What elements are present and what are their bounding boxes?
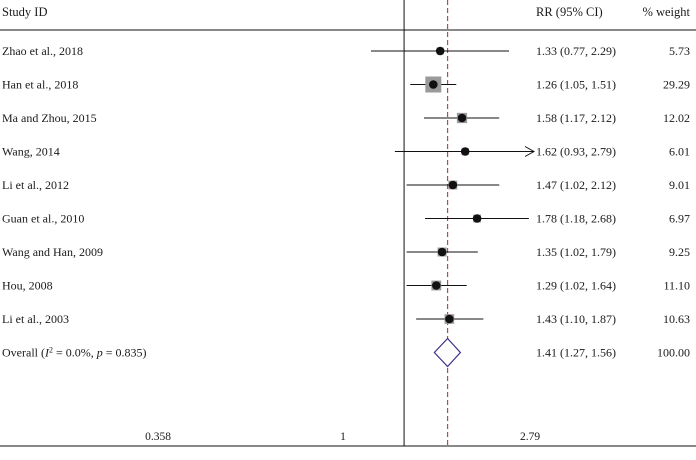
weight-value: 6.01 — [669, 145, 690, 159]
rr-ci-value: 1.62 (0.93, 2.79) — [536, 145, 616, 159]
rr-ci-value: 1.43 (1.10, 1.87) — [536, 312, 616, 326]
x-axis-ticks: 0.358 1 2.79 — [145, 431, 540, 443]
study-label: Ma and Zhou, 2015 — [2, 111, 97, 125]
study-row: Ma and Zhou, 2015 1.58 (1.17, 2.12) 12.02 — [2, 111, 690, 125]
point-estimate — [460, 147, 470, 156]
header-rr-ci: RR (95% CI) — [536, 5, 603, 19]
plot-frame — [0, 0, 696, 447]
study-label: Guan et al., 2010 — [2, 212, 84, 226]
overall-label-prefix: Overall ( — [2, 346, 45, 360]
overall-rr-ci: 1.41 (1.27, 1.56) — [536, 346, 616, 360]
x-tick-label: 1 — [340, 431, 346, 443]
study-label: Wang and Han, 2009 — [2, 245, 103, 259]
study-row: Li et al., 2012 1.47 (1.02, 2.12) 9.01 — [2, 178, 690, 192]
overall-diamond — [433, 337, 462, 368]
weight-value: 9.01 — [669, 178, 690, 192]
rr-ci-value: 1.33 (0.77, 2.29) — [536, 44, 616, 58]
study-rows: Zhao et al., 2018 1.33 (0.77, 2.29) 5.73 Ha… — [2, 44, 690, 326]
weight-value: 9.25 — [669, 245, 690, 259]
weight-value: 12.02 — [663, 111, 690, 125]
study-label: Li et al., 2003 — [2, 312, 69, 326]
point-estimate — [429, 80, 438, 89]
x-tick-label: 0.358 — [145, 431, 171, 443]
point-estimate — [445, 314, 454, 324]
study-label: Hou, 2008 — [2, 279, 53, 293]
study-row: Zhao et al., 2018 1.33 (0.77, 2.29) 5.73 — [2, 44, 690, 58]
rr-ci-value: 1.58 (1.17, 2.12) — [536, 111, 616, 125]
header-study-id: Study ID — [2, 5, 48, 19]
p-value: = 0.835) — [103, 346, 147, 360]
overall-label: Overall (I2 = 0.0%, p = 0.835) — [2, 345, 147, 360]
study-row: Li et al., 2003 1.43 (1.10, 1.87) 10.63 — [2, 312, 690, 326]
i2-value: = 0.0%, — [53, 346, 97, 360]
study-label: Zhao et al., 2018 — [2, 44, 83, 58]
study-label: Li et al., 2012 — [2, 178, 69, 192]
rr-ci-value: 1.26 (1.05, 1.51) — [536, 78, 616, 92]
i2-symbol: I — [44, 346, 50, 360]
x-tick-label: 2.79 — [520, 431, 540, 443]
study-row: Wang and Han, 2009 1.35 (1.02, 1.79) 9.25 — [2, 245, 690, 259]
point-estimate — [432, 281, 441, 290]
weight-value: 10.63 — [663, 312, 690, 326]
weight-value: 5.73 — [669, 44, 690, 58]
column-headers: Study ID RR (95% CI) % weight — [2, 5, 691, 19]
study-label: Han et al., 2018 — [2, 78, 78, 92]
i2-superscript: 2 — [49, 345, 53, 354]
study-row: Han et al., 2018 1.26 (1.05, 1.51) 29.29 — [2, 76, 690, 93]
ci-arrow — [524, 146, 536, 157]
rr-ci-value: 1.29 (1.02, 1.64) — [536, 279, 616, 293]
weight-value: 6.97 — [669, 212, 690, 226]
rr-ci-value: 1.35 (1.02, 1.79) — [536, 245, 616, 259]
study-row: Wang, 2014 1.62 (0.93, 2.79) 6.01 — [2, 145, 690, 159]
point-estimate — [437, 247, 447, 257]
point-estimate — [457, 113, 467, 123]
header-weight: % weight — [642, 5, 690, 19]
study-row: Hou, 2008 1.29 (1.02, 1.64) 11.10 — [2, 279, 690, 293]
point-estimate — [472, 214, 482, 223]
point-estimate — [448, 180, 458, 190]
point-estimate — [435, 46, 445, 56]
rr-ci-value: 1.47 (1.02, 2.12) — [536, 178, 616, 192]
weight-value: 29.29 — [663, 78, 690, 92]
overall-row: Overall (I2 = 0.0%, p = 0.835) 1.41 (1.27… — [2, 337, 690, 368]
study-label: Wang, 2014 — [2, 145, 60, 159]
p-symbol: p — [96, 346, 103, 360]
rr-ci-value: 1.78 (1.18, 2.68) — [536, 212, 616, 226]
study-row: Guan et al., 2010 1.78 (1.18, 2.68) 6.97 — [2, 212, 690, 226]
overall-weight: 100.00 — [657, 346, 690, 360]
weight-value: 11.10 — [663, 279, 690, 293]
